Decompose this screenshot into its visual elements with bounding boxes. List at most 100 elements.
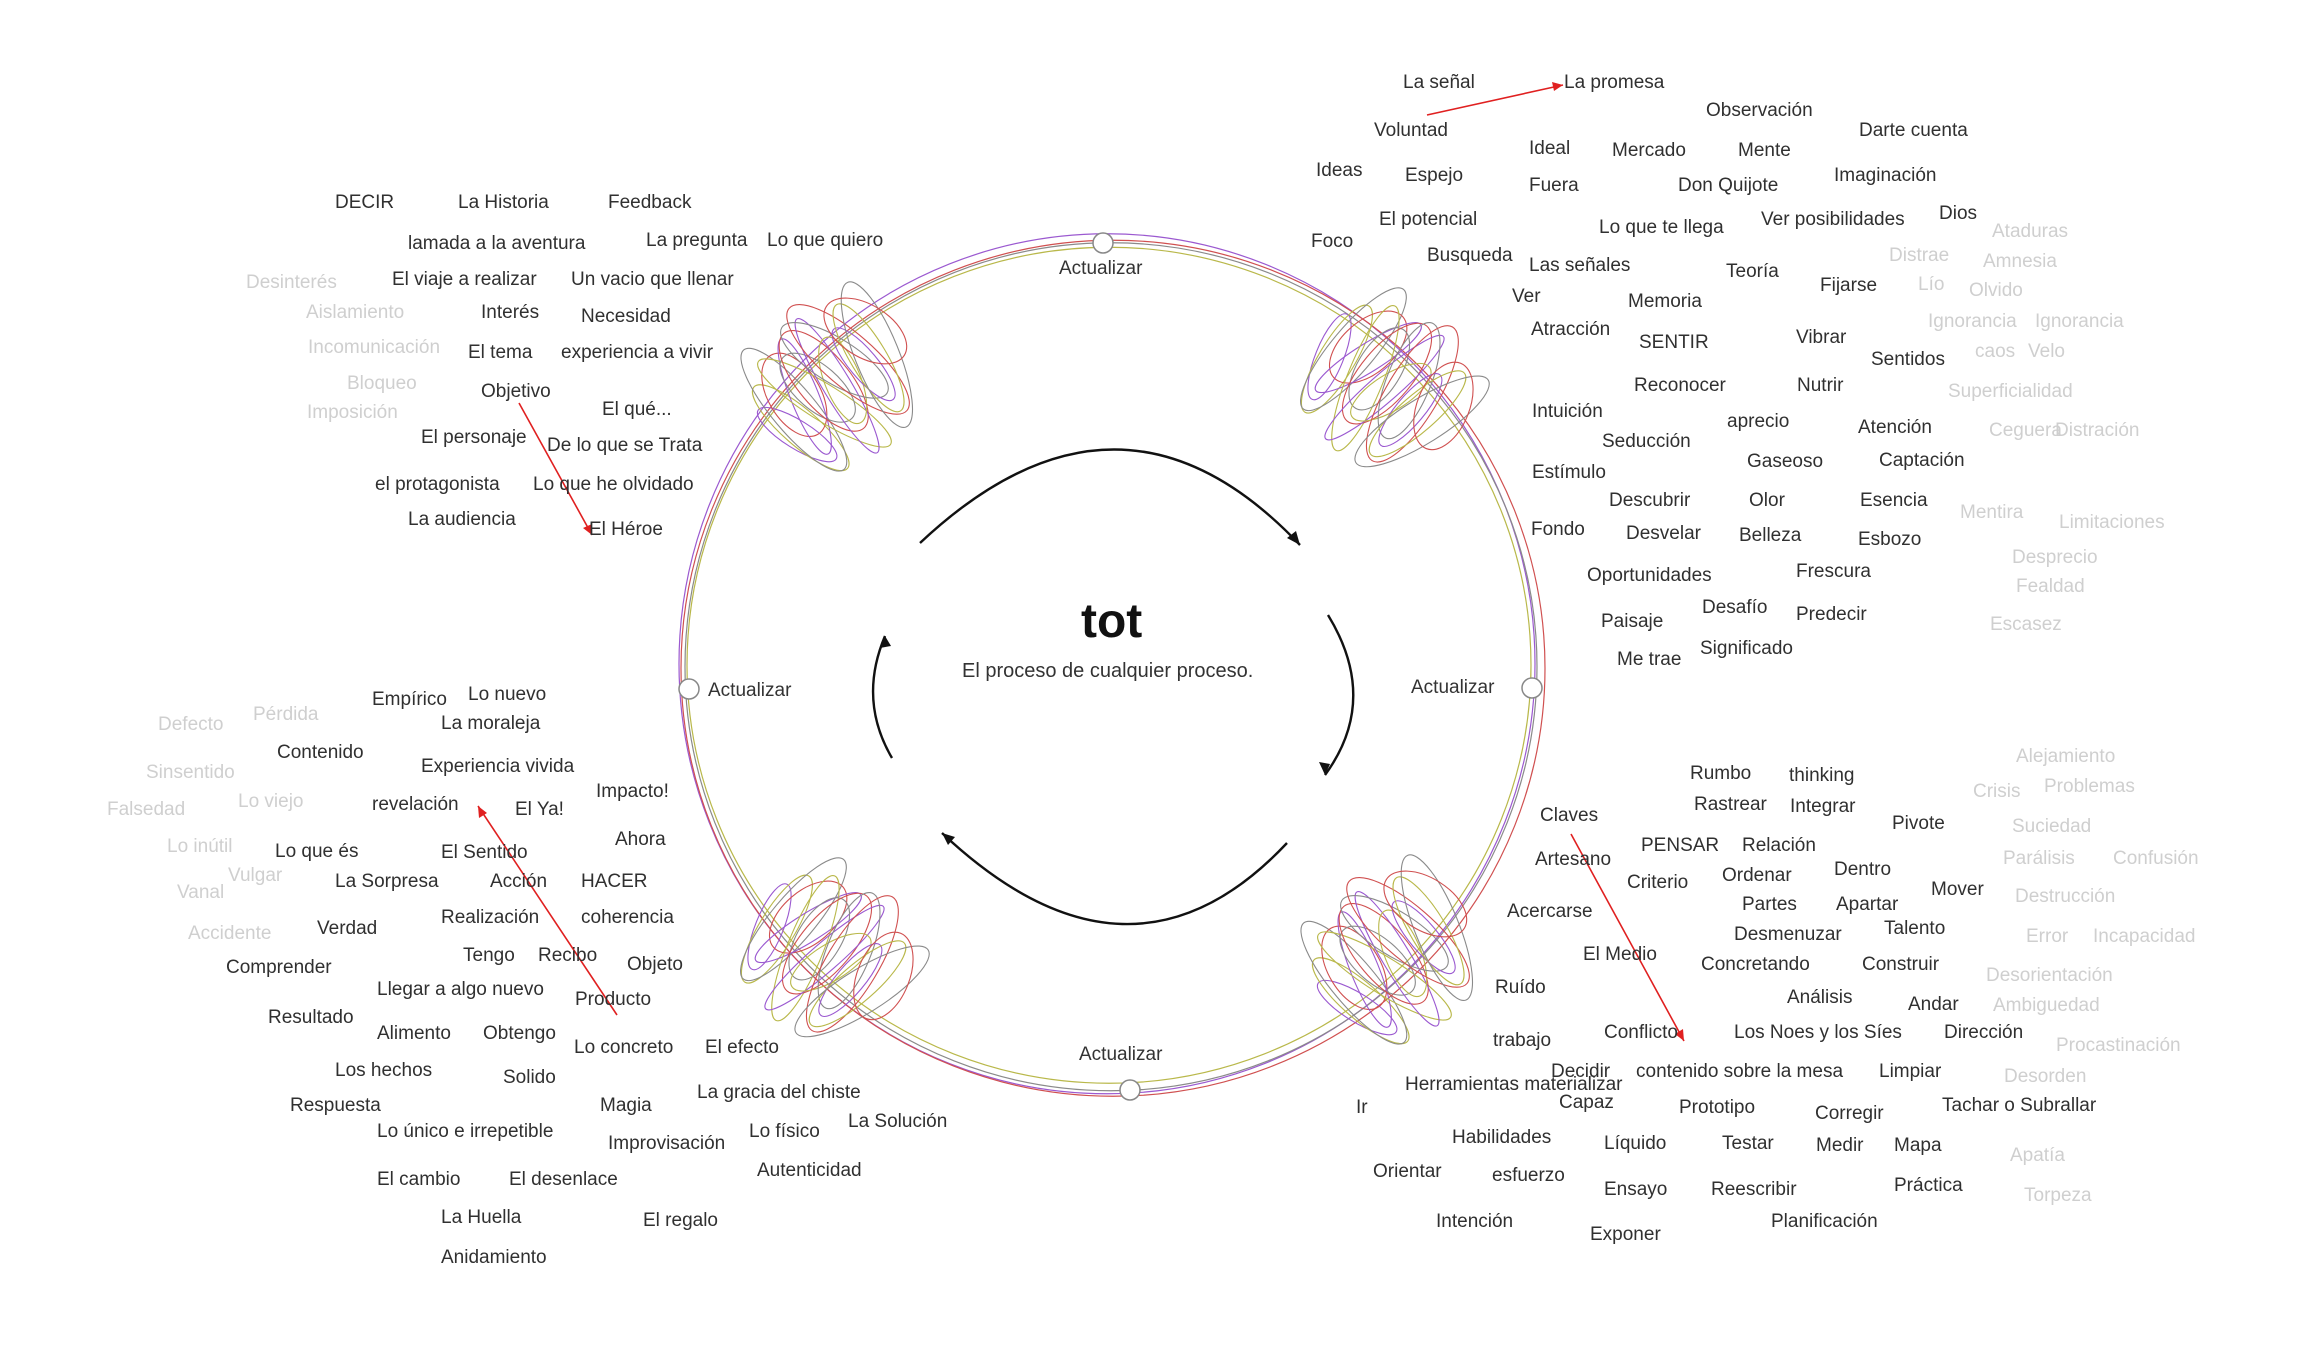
word-label: Oportunidades xyxy=(1587,565,1712,586)
word-label: Lo único e irrepetible xyxy=(377,1121,554,1142)
arrowhead-left xyxy=(880,636,891,648)
word-label: Dentro xyxy=(1834,859,1892,880)
word-label: Recibo xyxy=(538,945,598,966)
red-connectors xyxy=(477,82,1685,1042)
word-label: Ordenar xyxy=(1722,865,1792,886)
word-label: Nutrir xyxy=(1797,375,1844,396)
scribble-loop xyxy=(1299,287,1407,412)
faded-word: Pérdida xyxy=(253,704,319,725)
word-label: DECIR xyxy=(335,192,395,213)
faded-word: Escasez xyxy=(1990,614,2062,635)
word-label: El desenlace xyxy=(509,1169,618,1190)
faded-word: Procastinación xyxy=(2056,1035,2181,1056)
scribble-loop xyxy=(805,895,899,1033)
word-label: Ver posibilidades xyxy=(1761,209,1905,230)
connector-objetivo-heroe xyxy=(518,402,593,536)
faded-word: Desorden xyxy=(2004,1066,2087,1087)
scribble-loop xyxy=(1377,321,1441,440)
word-label: Significado xyxy=(1700,638,1793,659)
word-label: El Héroe xyxy=(589,519,663,540)
scribble-loop xyxy=(1300,304,1373,414)
word-label: Conflicto xyxy=(1604,1022,1678,1043)
word-label: Reconocer xyxy=(1634,375,1726,396)
word-label: Intención xyxy=(1436,1211,1514,1232)
faded-word: Olvido xyxy=(1969,280,2023,301)
word-label: Dios xyxy=(1939,203,1978,224)
word-label: Atracción xyxy=(1531,319,1611,340)
word-label: Análisis xyxy=(1787,987,1853,1008)
word-label: Relación xyxy=(1742,835,1816,856)
faded-word: Ambiguedad xyxy=(1993,995,2100,1016)
scribble-loop xyxy=(1339,925,1416,996)
faded-word: Suciedad xyxy=(2012,816,2092,837)
scribble-loop xyxy=(1378,373,1443,447)
word-label: Esbozo xyxy=(1858,529,1922,550)
diagram-title: tot xyxy=(1081,595,1143,648)
scribble-loop xyxy=(740,874,813,984)
word-label: Lo que he olvidado xyxy=(533,474,694,495)
word-label: La moraleja xyxy=(441,713,541,734)
word-label: Descubrir xyxy=(1609,490,1691,511)
scribble-loop xyxy=(818,336,868,425)
word-label: Lo que és xyxy=(275,841,359,862)
word-label: Ahora xyxy=(615,829,666,850)
faded-word: Vanal xyxy=(177,882,225,903)
scribble-loop xyxy=(747,883,792,971)
word-label: Mercado xyxy=(1612,140,1686,161)
scribble-loop xyxy=(1365,325,1459,463)
word-label: Mapa xyxy=(1894,1135,1942,1156)
word-label: Mover xyxy=(1931,879,1984,900)
word-label: Teoría xyxy=(1726,261,1779,282)
faded-word: Distración xyxy=(2055,420,2140,441)
word-label: El potencial xyxy=(1379,209,1478,230)
scribble-loop xyxy=(1346,877,1470,988)
scribble-loop xyxy=(1321,925,1388,1011)
word-label: Resultado xyxy=(268,1007,354,1028)
word-label: El regalo xyxy=(643,1210,718,1231)
word-label: Rumbo xyxy=(1690,763,1752,784)
word-label: Fijarse xyxy=(1820,275,1878,296)
word-label: Voluntad xyxy=(1374,120,1448,141)
word-label: Improvisación xyxy=(608,1133,726,1154)
scribble-loop xyxy=(761,352,828,438)
word-label: Respuesta xyxy=(290,1095,381,1116)
word-label: Tachar o Subrallar xyxy=(1942,1095,2097,1116)
scribble-loop xyxy=(788,897,851,981)
scribble-loop xyxy=(1338,902,1429,1005)
word-label: Ruído xyxy=(1495,977,1546,998)
word-label: trabajo xyxy=(1493,1030,1552,1051)
scribble-loop xyxy=(1354,375,1490,468)
word-label: Busqueda xyxy=(1427,245,1513,266)
scribble-loop xyxy=(823,297,908,365)
word-label: Desafío xyxy=(1702,597,1768,618)
word-label: Líquido xyxy=(1604,1133,1667,1154)
faded-word: Alejamiento xyxy=(2016,746,2116,767)
word-label: Desmenuzar xyxy=(1734,924,1842,945)
scribble-loop xyxy=(771,874,840,1022)
scribble-loop xyxy=(740,347,848,472)
word-label: Lo que te llega xyxy=(1599,217,1724,238)
faded-word: Aislamiento xyxy=(306,302,405,323)
word-label: Llegar a algo nuevo xyxy=(377,979,544,1000)
scribble-loop xyxy=(1368,370,1467,458)
word-label: Magia xyxy=(600,1095,652,1116)
word-label: Paisaje xyxy=(1601,611,1664,632)
word-label: Pivote xyxy=(1892,813,1945,834)
word-label: HACER xyxy=(581,871,648,892)
word-label: Exponer xyxy=(1590,1224,1661,1245)
word-label: el protagonista xyxy=(375,474,500,495)
scribble-loop xyxy=(790,932,872,992)
faded-word: Imposición xyxy=(307,402,398,423)
word-label: Mente xyxy=(1738,140,1791,161)
word-label: Lo que quiero xyxy=(767,230,884,251)
faded-word: Destrucción xyxy=(2015,886,2116,907)
word-label: El Ya! xyxy=(515,799,564,820)
faded-word: Falsedad xyxy=(107,799,186,820)
faded-word: Crisis xyxy=(1973,781,2021,802)
word-label: Observación xyxy=(1706,100,1813,121)
scribble-cluster xyxy=(739,857,930,1038)
word-label: Me trae xyxy=(1617,649,1682,670)
faded-word: Distrae xyxy=(1889,245,1950,266)
faded-word: caos xyxy=(1975,341,2016,362)
